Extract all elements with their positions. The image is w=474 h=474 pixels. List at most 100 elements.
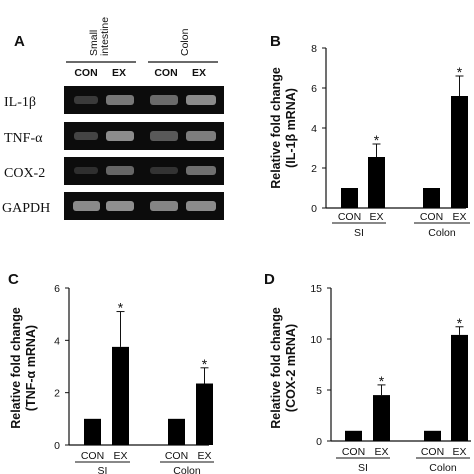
- bar: [368, 157, 385, 208]
- bar: [451, 334, 468, 441]
- group-label: Colon: [173, 465, 201, 474]
- lane-label: EX: [192, 67, 206, 79]
- significance-star: *: [202, 356, 208, 372]
- gel-row-il1b: IL-1β: [4, 86, 224, 114]
- lane-label: CON: [154, 67, 177, 79]
- y-tick-label: 0: [311, 203, 317, 215]
- panel-letter: C: [8, 271, 19, 288]
- category-label: CON: [342, 446, 365, 458]
- gel-band: [106, 95, 134, 105]
- y-tick-label: 8: [311, 43, 317, 55]
- gel-row-gapdh: GAPDH: [2, 192, 224, 220]
- y-tick-label: 6: [311, 83, 317, 95]
- panel-letter: D: [264, 271, 275, 288]
- panel-a-letter: A: [14, 33, 25, 50]
- tissue-label-colon-text: Colon: [179, 28, 191, 56]
- gene-label: COX-2: [4, 166, 45, 181]
- bar: [84, 418, 101, 445]
- bar: [373, 395, 390, 441]
- group-label: SI: [354, 227, 364, 239]
- y-axis-label-line: Relative fold change: [9, 307, 23, 429]
- significance-star: *: [457, 64, 463, 80]
- category-label: CON: [338, 211, 361, 223]
- category-label: CON: [165, 450, 188, 462]
- significance-star: *: [379, 373, 385, 389]
- y-axis-label: Relative fold change (TNF-α mRNA): [9, 307, 38, 429]
- y-axis-label-line: Relative fold change: [269, 307, 283, 429]
- bar: [451, 96, 468, 208]
- gel-band: [73, 201, 100, 211]
- y-tick-label: 6: [54, 283, 60, 295]
- panel-c-chart: C Relative fold change (TNF-α mRNA) 0 2 4 6 CON…: [8, 271, 214, 474]
- group-label: Colon: [428, 227, 456, 239]
- gel-row-tnfa: TNF-α: [4, 122, 224, 150]
- gene-label: GAPDH: [2, 201, 50, 216]
- gel-band: [106, 131, 134, 141]
- gel-band: [106, 201, 134, 211]
- lane-label: CON: [74, 67, 97, 79]
- lane-label: EX: [112, 67, 126, 79]
- gel-band: [150, 131, 178, 141]
- panel-d-chart: D Relative fold change (COX-2 mRNA) 0 5 10 15 C…: [264, 271, 471, 474]
- gel-row-cox2: COX-2: [4, 157, 224, 185]
- gel-band: [150, 201, 178, 211]
- bar: [341, 188, 358, 208]
- bar: [424, 430, 441, 441]
- panel-b-chart: B Relative fold change (IL-1β mRNA) 0 2 4 6 8 CO…: [269, 33, 470, 239]
- gel-band: [186, 166, 216, 175]
- group-label: Colon: [429, 462, 457, 474]
- group-label: SI: [98, 465, 108, 474]
- category-label: EX: [452, 446, 466, 458]
- tissue-label-line-2: intestine: [99, 17, 111, 56]
- panel-a: A Small intestine Colon CON EX CON EX IL…: [2, 17, 224, 220]
- gel-band: [74, 96, 98, 104]
- bar: [345, 430, 362, 441]
- category-label: CON: [421, 446, 444, 458]
- significance-star: *: [374, 132, 380, 148]
- category-label: EX: [113, 450, 127, 462]
- y-axis-label: Relative fold change (COX-2 mRNA): [269, 307, 298, 429]
- y-tick-label: 2: [311, 163, 317, 175]
- y-axis-label-line: (COX-2 mRNA): [284, 324, 298, 412]
- panel-letter: B: [270, 33, 281, 50]
- y-tick-label: 10: [310, 334, 322, 346]
- y-tick-label: 2: [54, 388, 60, 400]
- bar: [423, 188, 440, 208]
- gene-label: TNF-α: [4, 131, 43, 146]
- y-tick-label: 4: [311, 123, 317, 135]
- tissue-label-small-intestine: Small intestine: [88, 17, 111, 56]
- category-label: EX: [374, 446, 388, 458]
- gene-label: IL-1β: [4, 95, 36, 110]
- y-axis-label-line: Relative fold change: [269, 67, 283, 189]
- y-tick-label: 15: [310, 283, 322, 295]
- category-label: EX: [197, 450, 211, 462]
- category-label: CON: [420, 211, 443, 223]
- y-tick-label: 4: [54, 335, 60, 347]
- gel-band: [186, 95, 216, 105]
- gel-band: [74, 132, 98, 140]
- bar: [196, 383, 213, 445]
- group-label: SI: [358, 462, 368, 474]
- y-axis-label-line: (IL-1β mRNA): [284, 88, 298, 168]
- gel-band: [106, 166, 134, 175]
- bar: [168, 418, 185, 445]
- significance-star: *: [457, 315, 463, 331]
- gel-band: [186, 131, 216, 141]
- y-tick-label: 0: [316, 436, 322, 448]
- gel-band: [150, 167, 178, 174]
- tissue-label-line-1: Small: [88, 30, 100, 56]
- category-label: CON: [81, 450, 104, 462]
- significance-star: *: [118, 300, 124, 316]
- gel-band: [186, 201, 216, 211]
- tissue-label-colon: Colon: [179, 28, 191, 56]
- y-tick-label: 0: [54, 440, 60, 452]
- gel-band: [150, 95, 178, 105]
- category-label: EX: [369, 211, 383, 223]
- bar: [112, 346, 129, 445]
- y-axis-label-line: (TNF-α mRNA): [24, 325, 38, 411]
- y-tick-label: 5: [316, 385, 322, 397]
- gel-band: [74, 167, 98, 174]
- category-label: EX: [452, 211, 466, 223]
- y-axis-label: Relative fold change (IL-1β mRNA): [269, 67, 298, 189]
